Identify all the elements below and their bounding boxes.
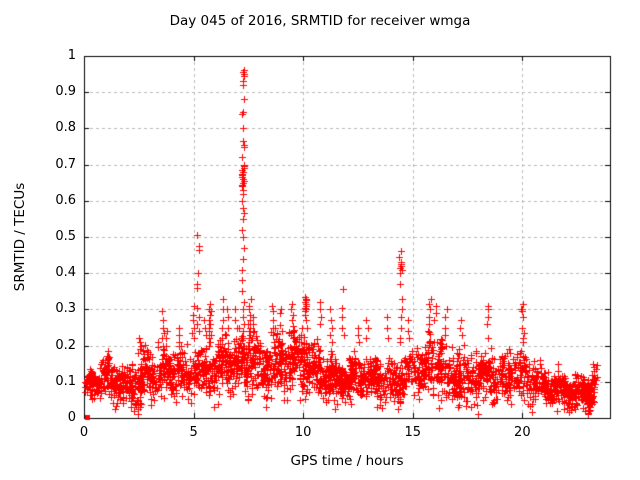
y-tick-label: 0.3: [55, 301, 76, 317]
y-tick-label: 0: [67, 410, 76, 425]
y-tick-label: 0.2: [55, 337, 76, 353]
x-tick-label: 20: [514, 425, 531, 440]
y-tick-label: 0.5: [55, 229, 76, 244]
y-tick-label: 0.6: [55, 192, 76, 208]
x-tick-label: 0: [79, 425, 89, 440]
y-tick-label: 0.9: [55, 84, 76, 100]
y-tick-label: 0.7: [55, 156, 76, 172]
y-axis-label: SRMTID / TECUs: [12, 182, 28, 292]
x-tick-label: 15: [404, 425, 422, 440]
x-axis-label: GPS time / hours: [290, 453, 404, 469]
y-tick-label: 0.8: [55, 120, 76, 136]
y-tick-label: 0.1: [55, 373, 76, 389]
chart-title: Day 045 of 2016, SRMTID for receiver wmg…: [169, 13, 471, 29]
y-tick-label: 0.4: [55, 265, 76, 281]
y-tick-label: 1: [67, 48, 76, 63]
x-tick-label: 10: [294, 425, 312, 440]
x-tick-label: 5: [189, 425, 198, 440]
